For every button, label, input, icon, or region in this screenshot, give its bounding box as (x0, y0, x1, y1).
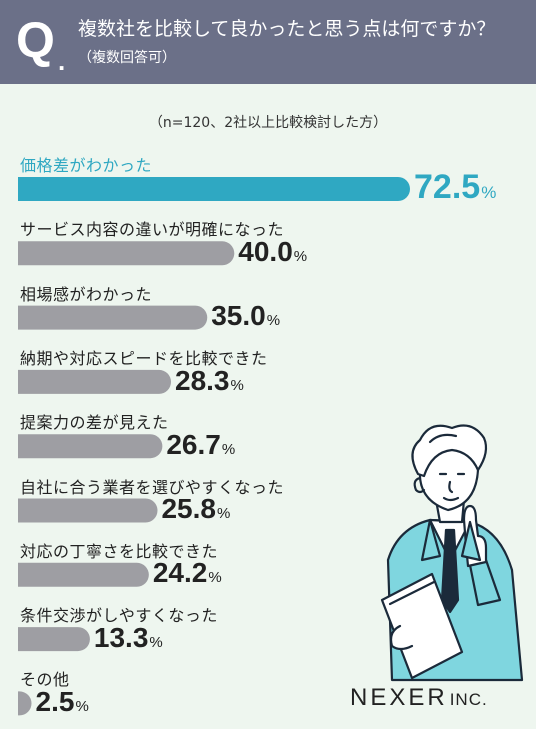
value-number: 25.8 (161, 493, 216, 525)
bar (18, 498, 158, 523)
category-label: サービス内容の違いが明確になった (20, 220, 285, 240)
value-unit: % (230, 376, 244, 394)
value-number: 40.0 (238, 235, 293, 267)
bar (18, 691, 32, 716)
value-label: 35.0% (211, 302, 280, 330)
value-label: 72.5% (414, 170, 496, 204)
value-unit: % (216, 505, 231, 523)
question-text: 複数社を比較して良かったと思う点は何ですか？ (78, 18, 496, 40)
logo-name: NEXER (350, 684, 448, 711)
category-label: 納期や対応スピードを比較できた (20, 348, 268, 368)
question-subtitle: （複数回答可） (78, 50, 176, 66)
sample-note: （n=120、2社以上比較検討した方） (148, 115, 388, 131)
category-label: その他 (20, 670, 70, 690)
value-label: 40.0% (238, 235, 308, 267)
category-label: 条件交渉がしやすくなった (20, 606, 218, 626)
bar (18, 305, 208, 330)
bar (18, 369, 172, 394)
logo-suffix: INC. (449, 690, 488, 709)
q-dot: . (58, 46, 66, 76)
value-unit: % (149, 633, 163, 651)
value-number: 2.5 (35, 686, 75, 717)
value-unit: % (293, 247, 308, 265)
category-label: 価格差がわかった (20, 156, 153, 175)
value-number: 72.5 (414, 168, 481, 207)
value-unit: % (481, 183, 497, 203)
category-label: 自社に合う業者を選びやすくなった (20, 477, 285, 497)
value-unit: % (266, 312, 281, 330)
bar (18, 562, 149, 587)
value-number: 24.2 (152, 557, 208, 589)
value-number: 35.0 (211, 300, 266, 332)
category-label: 提案力の差が見えた (20, 413, 169, 433)
bar (18, 177, 410, 201)
value-label: 13.3% (93, 621, 163, 653)
value-label: 28.3% (175, 364, 244, 396)
question-header: Q . 複数社を比較して良かったと思う点は何ですか？ （複数回答可） (0, 0, 536, 84)
value-label: 25.8% (161, 495, 230, 523)
bar (18, 241, 235, 266)
category-label: 対応の丁寧さを比較できた (20, 541, 219, 561)
bar (18, 434, 163, 459)
category-label: 相場感がわかった (20, 284, 153, 304)
nexer-logo: NEXER INC. (350, 684, 488, 712)
value-number: 26.7 (166, 428, 221, 460)
bar (18, 627, 90, 652)
value-number: 13.3 (93, 621, 149, 653)
value-unit: % (221, 440, 236, 458)
q-mark: Q (16, 12, 55, 68)
value-unit: % (208, 569, 222, 587)
value-label: 26.7% (166, 428, 236, 460)
value-unit: % (75, 698, 89, 715)
value-number: 28.3 (175, 364, 230, 396)
value-label: 2.5% (36, 688, 89, 716)
value-label: 24.2% (153, 559, 222, 587)
